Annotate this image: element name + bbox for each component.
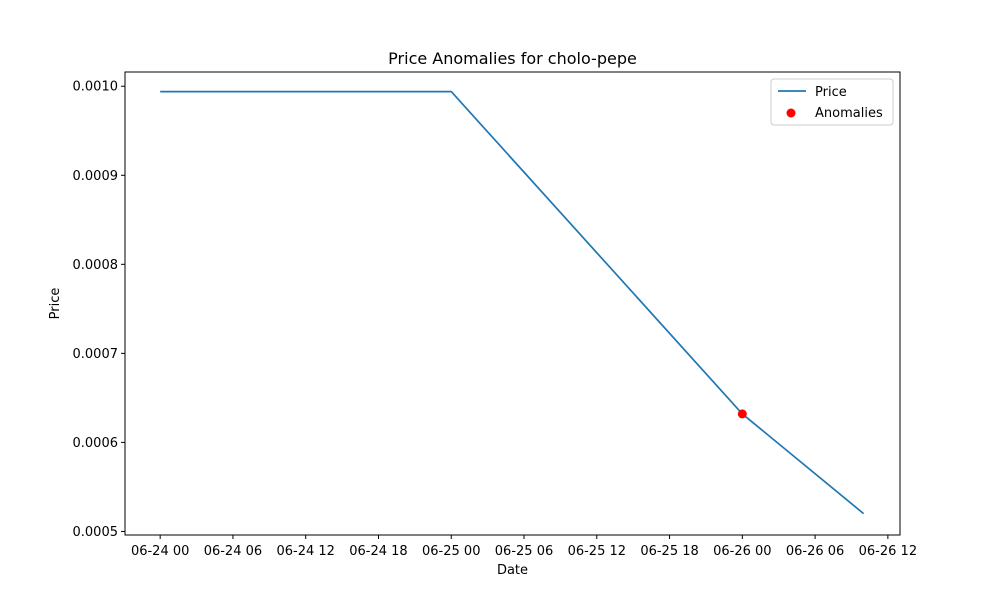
y-tick-label: 0.0007 bbox=[73, 347, 119, 362]
x-tick-label: 06-24 12 bbox=[276, 544, 334, 559]
x-tick-label: 06-26 06 bbox=[786, 544, 844, 559]
y-axis-label: Price bbox=[48, 288, 63, 320]
anomaly-point bbox=[737, 409, 747, 419]
x-axis-label: Date bbox=[497, 563, 528, 578]
y-tick-label: 0.0008 bbox=[73, 258, 119, 273]
y-axis: 0.0005 0.0006 0.0007 0.0008 0.0009 0.0010 bbox=[73, 80, 125, 540]
legend-anomalies-swatch bbox=[786, 108, 796, 118]
plot-area bbox=[160, 90, 865, 515]
legend-price-label: Price bbox=[815, 85, 847, 100]
x-tick-label: 06-24 00 bbox=[131, 544, 189, 559]
x-tick-label: 06-24 06 bbox=[204, 544, 262, 559]
y-tick-label: 0.0009 bbox=[73, 169, 119, 184]
x-tick-label: 06-26 00 bbox=[713, 544, 771, 559]
y-tick-label: 0.0010 bbox=[73, 80, 119, 95]
x-tick-label: 06-25 00 bbox=[422, 544, 480, 559]
legend-anomalies-label: Anomalies bbox=[815, 106, 883, 121]
x-tick-label: 06-25 06 bbox=[495, 544, 553, 559]
legend: Price Anomalies bbox=[770, 78, 894, 126]
x-tick-label: 06-25 18 bbox=[640, 544, 698, 559]
x-axis: 06-24 00 06-24 06 06-24 12 06-24 18 06-25 00… bbox=[131, 535, 917, 559]
x-tick-label: 06-26 12 bbox=[859, 544, 917, 559]
x-tick-label: 06-25 12 bbox=[568, 544, 626, 559]
x-tick-label: 06-24 18 bbox=[349, 544, 407, 559]
y-tick-label: 0.0006 bbox=[73, 436, 119, 451]
y-tick-label: 0.0005 bbox=[73, 525, 119, 540]
price-line bbox=[160, 90, 865, 515]
chart-title: Price Anomalies for cholo-pepe bbox=[388, 49, 637, 68]
plot-frame bbox=[124, 71, 901, 536]
